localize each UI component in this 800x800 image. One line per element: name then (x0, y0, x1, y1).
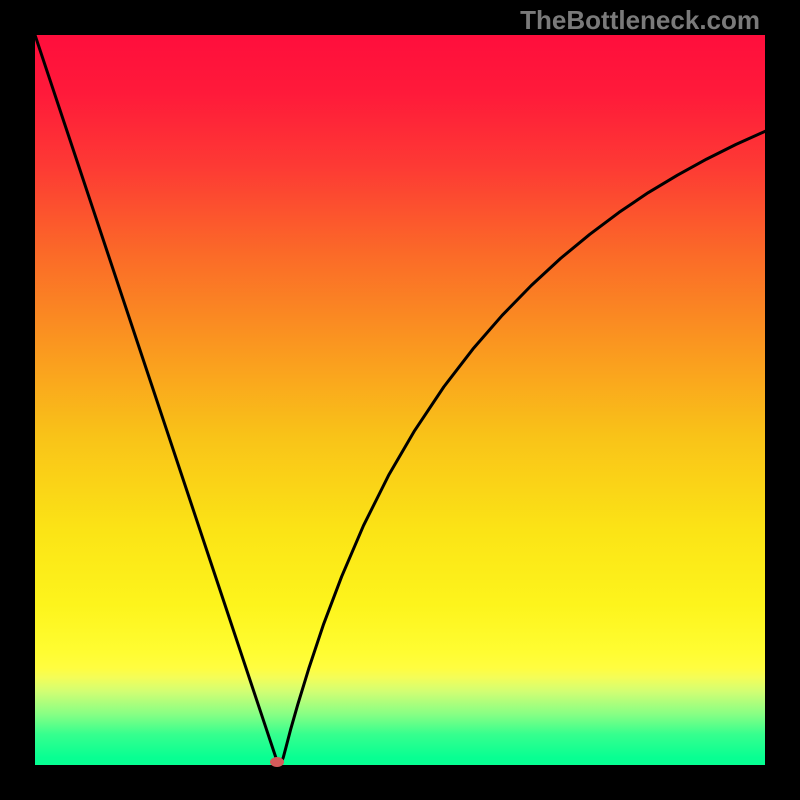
plot-area (35, 35, 765, 765)
outer-frame: TheBottleneck.com (0, 0, 800, 800)
minimum-marker (270, 757, 284, 767)
watermark-text: TheBottleneck.com (520, 5, 760, 36)
bottleneck-curve (35, 35, 765, 765)
